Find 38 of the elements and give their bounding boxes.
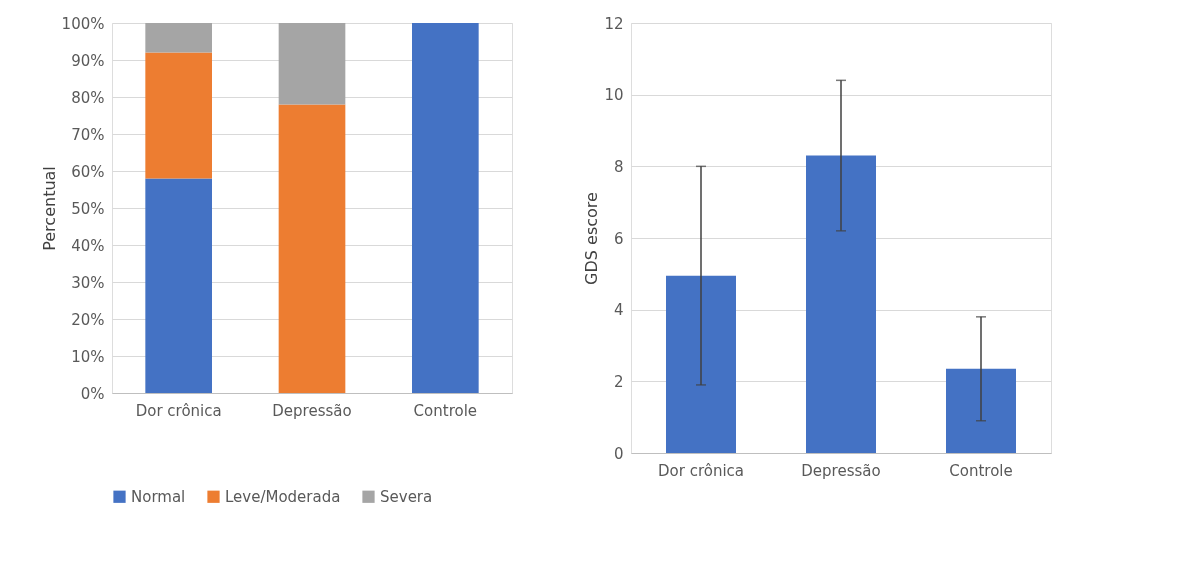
y-tick-label: 4 [613, 301, 624, 320]
bar [946, 368, 1016, 453]
y-tick-label: 60% [71, 162, 105, 181]
x-tick-label: Controle [949, 461, 1013, 480]
y-tick-label: 6 [613, 229, 624, 248]
y-axis-title: GDS escore [582, 192, 602, 285]
bar [278, 104, 346, 393]
legend-label: Severa [380, 487, 433, 506]
bar [412, 23, 479, 393]
bar [145, 178, 212, 393]
bar [145, 52, 212, 179]
y-tick-label: 70% [71, 125, 105, 144]
y-tick-label: 0 [613, 444, 624, 463]
y-tick-label: 8 [613, 157, 624, 176]
y-tick-label: 20% [71, 310, 105, 329]
y-tick-label: 10% [71, 347, 105, 366]
y-tick-label: 2 [613, 372, 624, 391]
y-tick-label: 100% [61, 14, 105, 33]
x-tick-label: Dor crônica [135, 401, 222, 420]
x-tick-label: Dor crônica [657, 461, 745, 480]
y-tick-label: 30% [71, 273, 105, 292]
y-tick-label: 90% [71, 51, 105, 70]
y-tick-label: 10 [604, 86, 624, 105]
y-axis-title: Percentual [39, 166, 59, 251]
legend-label: Normal [131, 487, 186, 506]
y-tick-label: 12 [604, 14, 624, 33]
bar [278, 23, 346, 105]
x-tick-label: Controle [413, 401, 478, 420]
bar [806, 155, 876, 453]
y-tick-label: 40% [71, 236, 105, 255]
bar [666, 275, 736, 453]
x-tick-label: Depressão [272, 401, 352, 420]
y-tick-label: 0% [80, 384, 105, 403]
x-tick-label: Depressão [801, 461, 881, 480]
legend-label: Leve/Moderada [225, 487, 341, 506]
bar [145, 23, 212, 53]
y-tick-label: 80% [71, 88, 105, 107]
y-tick-label: 50% [71, 199, 105, 218]
